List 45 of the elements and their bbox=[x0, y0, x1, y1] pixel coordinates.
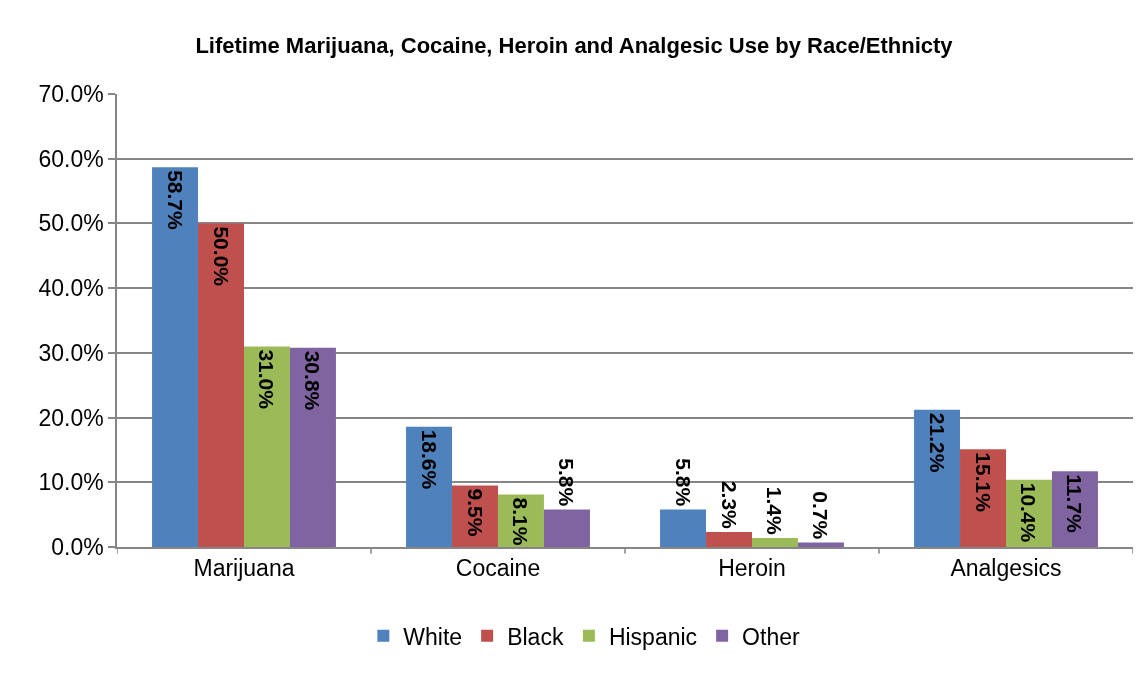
bar bbox=[752, 537, 798, 547]
data-label: 21.2% bbox=[925, 412, 949, 473]
bar bbox=[244, 346, 290, 547]
data-label: 5.8% bbox=[671, 458, 695, 507]
bar bbox=[706, 532, 752, 547]
data-label: 18.6% bbox=[417, 429, 441, 490]
data-label: 5.8% bbox=[555, 458, 579, 507]
bar bbox=[543, 509, 590, 547]
y-tick-label: 40.0% bbox=[38, 275, 104, 302]
data-label: 10.4% bbox=[1017, 482, 1041, 543]
y-tick-label: 20.0% bbox=[38, 404, 104, 431]
data-label: 15.1% bbox=[971, 452, 995, 513]
data-label: 50.0% bbox=[209, 226, 233, 287]
data-label: 11.7% bbox=[1063, 474, 1087, 533]
data-label: 1.4% bbox=[763, 486, 787, 535]
y-tick-label: 50.0% bbox=[38, 210, 104, 237]
legend-label: Other bbox=[742, 623, 800, 650]
bar bbox=[797, 542, 844, 547]
x-tick-label: Analgesics bbox=[950, 555, 1062, 582]
data-label: 8.1% bbox=[509, 497, 533, 546]
data-label: 31.0% bbox=[255, 349, 279, 410]
bar bbox=[406, 426, 453, 547]
legend-label: Hispanic bbox=[608, 623, 698, 650]
legend-label: White bbox=[403, 623, 463, 650]
bar bbox=[198, 223, 244, 547]
data-label: 58.7% bbox=[163, 170, 187, 230]
bar bbox=[960, 449, 1006, 547]
bar bbox=[660, 509, 707, 547]
y-tick-label: 30.0% bbox=[38, 339, 104, 366]
y-tick-label: 60.0% bbox=[38, 145, 104, 172]
bar bbox=[152, 167, 199, 547]
x-tick-label: Heroin bbox=[718, 555, 786, 582]
data-label: 30.8% bbox=[301, 350, 325, 411]
data-label: 2.3% bbox=[717, 480, 741, 530]
y-tick-label: 70.0% bbox=[38, 81, 104, 108]
bar bbox=[914, 409, 961, 547]
legend-label: Black bbox=[507, 623, 564, 650]
bar bbox=[289, 347, 336, 547]
x-tick-label: Cocaine bbox=[455, 555, 541, 582]
y-tick-label: 0.0% bbox=[51, 534, 104, 561]
data-label: 9.5% bbox=[463, 488, 487, 537]
x-tick-label: Marijuana bbox=[193, 555, 295, 582]
data-label: 0.7% bbox=[809, 491, 833, 540]
y-tick-label: 10.0% bbox=[38, 469, 104, 496]
chart-title: Lifetime Marijuana, Cocaine, Heroin and Analgesic Use by Race/Ethnicty bbox=[195, 32, 954, 58]
